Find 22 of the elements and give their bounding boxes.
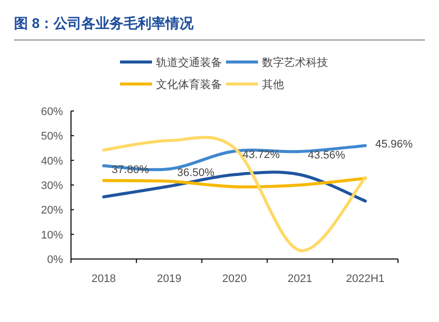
y-tick-label: 40% — [40, 155, 64, 168]
x-tick-label: 2020 — [222, 273, 247, 285]
legend-label: 数字艺术科技 — [262, 56, 328, 69]
data-label: 43.56% — [308, 150, 346, 162]
x-tick-label: 2022H1 — [346, 273, 385, 285]
legend-label: 轨道交通装备 — [156, 56, 222, 69]
x-tick-label: 2018 — [91, 273, 116, 285]
data-label: 45.96% — [375, 138, 413, 151]
y-tick-label: 50% — [40, 130, 64, 143]
y-tick-label: 30% — [40, 180, 64, 192]
y-tick-label: 0% — [47, 254, 64, 266]
x-tick-label: 2019 — [156, 273, 182, 285]
legend-label: 其他 — [262, 78, 284, 91]
x-tick-label: 2021 — [288, 273, 312, 285]
y-tick-label: 60% — [40, 106, 64, 118]
data-label: 43.72% — [242, 149, 280, 162]
chart-title: 图 8：公司各业务毛利率情况 — [14, 15, 195, 31]
y-tick-label: 10% — [40, 229, 64, 242]
data-label: 36.50% — [177, 166, 215, 179]
legend-label: 文化体育装备 — [156, 78, 222, 91]
line-series — [102, 176, 367, 188]
y-tick-label: 20% — [40, 204, 64, 217]
